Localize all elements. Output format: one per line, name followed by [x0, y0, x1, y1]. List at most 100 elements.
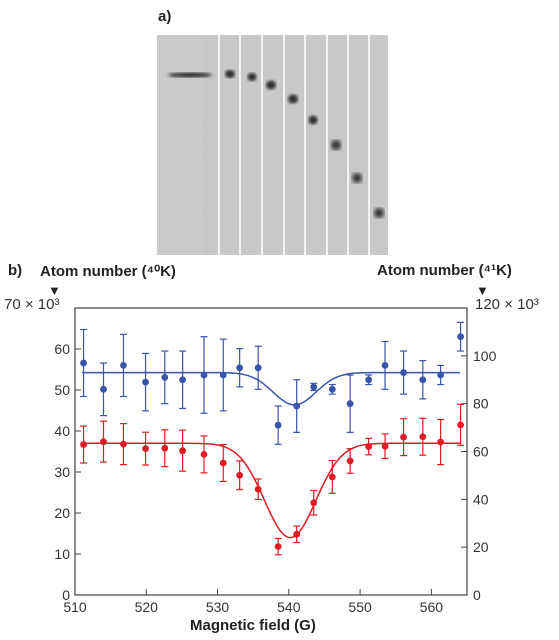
x-axis-label: Magnetic field (G) [190, 617, 316, 634]
marker [293, 530, 301, 538]
red-data-point [236, 460, 244, 491]
right-y-tick-label: 0 [473, 587, 481, 603]
atom-clouds [168, 70, 384, 218]
marker [328, 385, 336, 393]
marker [179, 376, 187, 384]
left-axis-top-label: 70 × 10³ [4, 296, 60, 313]
blue-data-point [236, 348, 244, 388]
red-data-point [200, 435, 208, 474]
marker [346, 400, 354, 408]
blue-data-point [437, 364, 445, 386]
blue-data-point [200, 336, 208, 414]
x-tick-label: 520 [135, 599, 159, 615]
x-tick-label: 550 [348, 599, 372, 615]
blue-data-point [457, 321, 465, 352]
marker [80, 359, 87, 367]
blue-data-point [80, 328, 88, 398]
blue-data-point [328, 383, 336, 395]
marker [310, 383, 318, 391]
blue-data-point [161, 350, 169, 405]
red-data-point [100, 420, 108, 463]
right-y-tick-label: 80 [473, 396, 489, 412]
marker [381, 442, 389, 450]
left-y-tick-label: 0 [62, 587, 70, 603]
marker [254, 364, 262, 372]
red-data-point [219, 443, 227, 483]
marker [346, 457, 354, 465]
blue-data-point [400, 350, 408, 395]
red-data-point [161, 429, 169, 468]
marker [365, 376, 373, 384]
right-y-tick-label: 60 [473, 444, 489, 460]
marker [161, 444, 169, 452]
marker [179, 447, 187, 455]
left-y-tick-label: 40 [54, 423, 70, 439]
left-axis-marker: ▼ [48, 283, 61, 298]
marker [381, 362, 389, 369]
marker [120, 440, 127, 448]
left-y-tick-label: 60 [54, 341, 70, 357]
right-y-tick-label: 100 [473, 348, 497, 364]
x-tick-label: 510 [63, 599, 87, 615]
marker [437, 438, 445, 446]
red-data-point [346, 448, 354, 474]
panel-a-label: a) [158, 8, 172, 25]
red-data-point [179, 429, 187, 472]
left-y-tick-label: 10 [54, 546, 70, 562]
frame-dividers [218, 35, 370, 255]
marker [142, 378, 149, 386]
blue-data-point [219, 338, 227, 412]
marker [437, 371, 445, 379]
red-data-point [274, 537, 282, 556]
left-y-tick-label: 20 [54, 505, 70, 521]
blue-data-point [419, 360, 427, 400]
red-data-point [310, 489, 318, 516]
left-y-tick-label: 30 [54, 464, 70, 480]
marker [457, 421, 464, 429]
blue-data-point [119, 333, 127, 398]
right-axis-title: Atom number (⁴¹K) [377, 262, 512, 279]
red-fit-curve [82, 442, 460, 539]
marker [419, 376, 427, 384]
marker [236, 471, 244, 479]
red-data-point [293, 525, 301, 544]
marker [236, 364, 244, 372]
blue-data-point [365, 374, 373, 386]
red-data-point [254, 478, 262, 501]
marker [142, 445, 149, 453]
blue-data-point [179, 350, 187, 410]
marker [293, 402, 301, 410]
red-data-point [437, 418, 445, 466]
red-data-point [119, 423, 127, 466]
marker [400, 433, 407, 441]
absorption-image-strip [157, 35, 388, 255]
red-data-point [142, 431, 150, 466]
marker [219, 371, 227, 379]
red-data-point [457, 403, 465, 446]
blue-data-point [346, 374, 354, 433]
marker [100, 385, 107, 393]
blue-data-point [310, 382, 318, 392]
right-y-tick-label: 40 [473, 491, 489, 507]
right-axis-top-label: 120 × 10³ [475, 296, 539, 313]
red-data-point [419, 417, 427, 456]
left-axis-title: Atom number (⁴⁰K) [40, 263, 176, 280]
red-data-point [365, 437, 373, 456]
marker [274, 543, 282, 551]
x-tick-label: 540 [277, 599, 301, 615]
marker [328, 473, 336, 481]
marker [100, 438, 107, 446]
plot-frame [74, 307, 468, 596]
marker [254, 485, 262, 493]
red-data-point [400, 418, 408, 457]
red-data-point [80, 425, 88, 464]
marker [274, 421, 282, 429]
panel-b-label: b) [8, 262, 23, 279]
left-y-tick-label: 50 [54, 382, 70, 398]
x-tick-label: 560 [420, 599, 444, 615]
marker [419, 433, 427, 441]
marker [200, 371, 208, 379]
marker [80, 441, 87, 448]
red-data-point [328, 459, 336, 494]
